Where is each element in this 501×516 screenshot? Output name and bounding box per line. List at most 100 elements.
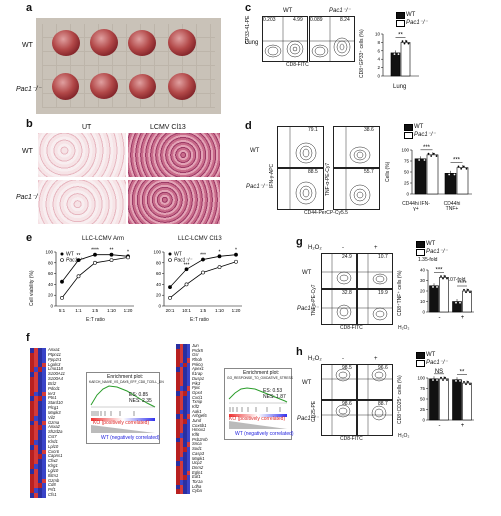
flow-d-wt-ifn-contours [289,127,317,167]
heatmap-cell [183,437,187,443]
gene-label: Apex1 [192,366,204,372]
y-tick-label: 20 [420,289,426,294]
heatmap-cell [38,430,42,436]
flow-c-ko-contours [310,17,354,61]
panel-h-row-wt: WT [302,380,312,386]
gene-label: Prf1 [48,487,56,493]
data-dot [469,291,471,294]
point-wt [201,257,205,262]
heatmap-cell [30,406,34,411]
heatmap-cell [34,396,38,402]
flow-g-wt-minus-contours [322,254,356,288]
heatmap-cell [34,435,38,440]
heatmap-cell [176,358,180,363]
panel-g-xlabel: CD8-FITC [340,325,363,331]
flow-d-wt-tnf-contours [345,127,371,167]
flow-g-ko-plus [357,289,393,325]
heatmap-cell [42,348,46,353]
data-dot [432,379,434,381]
heatmap-cell [34,415,38,421]
gene-label: Lgals3 [48,361,61,367]
heatmap-cell [186,419,190,424]
panel-d-cat1: CD44hi IFN-γ+ [402,201,430,212]
bar-ko [439,277,449,313]
heatmap-cell [30,488,34,494]
gene-label: Hmox1 [192,427,206,433]
point-ko [93,260,97,265]
gene-label: Mapk3 [48,409,61,415]
data-dot [453,173,456,176]
y-tick-label: 40 [156,282,162,287]
wt-tumor-4 [168,29,196,56]
flow-c-wt-q1: 0.203 [263,17,276,23]
heatmap-cell [186,479,190,485]
heatmap-cell [38,367,42,373]
heatmap-cell [183,428,187,434]
gene-label: Anxa1 [48,347,60,352]
flow-d-ko-ifn [277,168,324,210]
flow-h-wt-plus-contours [358,365,392,399]
gsea1-es: ES: 0.85 [129,392,149,398]
heatmap-cell [34,391,38,397]
sig-label: ** [398,32,403,38]
panel-d-xlabel: CD44-PerCP-Cy5.5 [304,210,348,216]
point-wt [234,252,238,257]
data-dot [401,40,404,43]
x-tick-label: + [461,423,465,429]
panel-d-ylabel1: IFN-γ-APC [269,163,275,188]
heatmap-cell [34,454,38,460]
heatmap-cell [34,372,38,378]
heatmap-cell [176,372,180,377]
gene-label: Lgl10 [48,467,59,473]
x-tick-label: 1:5 [92,308,99,313]
heatmap-cell [176,447,180,452]
heatmap-cell [183,423,187,429]
gene-label: Cst7 [48,434,57,440]
heatmap-cell [183,484,187,490]
gene-label: Capns1 [48,453,63,459]
panel-e-xlabel2: E:T ratio [190,317,209,323]
heatmap-cell [179,367,183,373]
panel-h-h2o2: H₂O₂ [308,356,322,362]
y-tick-label: 40 [420,268,426,273]
heatmap-cell [176,367,180,373]
heatmap-cell [30,444,34,450]
flow-c-wt [262,16,308,62]
gsea1-subtitle: KAECH_NAIVE_VS_DAY8_EFF_CD8_TCELL_DN [89,380,164,384]
gene-label: Casp3 [192,450,205,456]
heatmap-cell [30,425,34,431]
gene-label: Klf2 [192,403,200,409]
heatmap-cell [34,473,38,479]
heatmap-cell [30,377,34,382]
heatmap-cell [38,493,42,498]
data-dot [393,53,396,55]
heatmap-cell [179,489,183,494]
flow-d-ko-tnf-val: 55.7 [364,169,374,175]
panel-d-cat2: CD44hi TNF+ [443,201,461,212]
data-dot [391,50,394,53]
heatmap-cell [186,372,190,377]
flow-d-wt-tnf [333,126,380,168]
heatmap-cell [38,444,42,450]
y-tick-label: 25 [420,407,426,412]
heatmap-cell [42,473,46,479]
gsea2-wt-label: WT (negatively correlated) [235,431,294,437]
legend-g-wt: WT [426,241,436,247]
panel-b-row-ko: Pac1⁻/⁻ [16,194,42,201]
panel-d-ylabel2: TNF-α-PE-Cy7 [325,162,331,196]
gene-label: Cxcl1 [192,394,203,400]
data-dot [427,152,430,155]
heatmap-cell [42,372,46,378]
heatmap-cell [186,367,190,373]
y-tick-label: 75 [404,159,410,164]
y-tick-label: 0 [377,74,380,79]
heatmap-cell [38,401,42,407]
data-dot [442,379,444,381]
legend-c-ko-swatch [396,20,405,27]
sig-label: *** [453,158,461,164]
histology-wt-ut [38,133,126,177]
panel-g-minus: - [342,245,344,251]
gene-label: Ier3 [48,390,56,396]
heatmap-cell [183,386,187,391]
